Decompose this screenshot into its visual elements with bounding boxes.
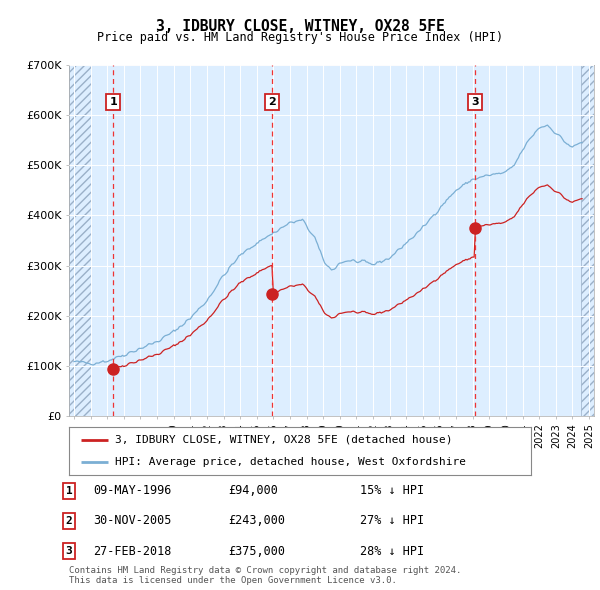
Text: 3, IDBURY CLOSE, WITNEY, OX28 5FE (detached house): 3, IDBURY CLOSE, WITNEY, OX28 5FE (detac… (115, 435, 453, 445)
Text: 30-NOV-2005: 30-NOV-2005 (93, 514, 172, 527)
Text: 1: 1 (109, 97, 117, 107)
Text: Price paid vs. HM Land Registry's House Price Index (HPI): Price paid vs. HM Land Registry's House … (97, 31, 503, 44)
Text: 27% ↓ HPI: 27% ↓ HPI (360, 514, 424, 527)
Text: Contains HM Land Registry data © Crown copyright and database right 2024.
This d: Contains HM Land Registry data © Crown c… (69, 566, 461, 585)
Text: HPI: Average price, detached house, West Oxfordshire: HPI: Average price, detached house, West… (115, 457, 466, 467)
Text: £243,000: £243,000 (228, 514, 285, 527)
Text: 3: 3 (65, 546, 73, 556)
Text: 1: 1 (65, 486, 73, 496)
Text: £375,000: £375,000 (228, 545, 285, 558)
Text: 09-MAY-1996: 09-MAY-1996 (93, 484, 172, 497)
Text: 2: 2 (268, 97, 276, 107)
Text: 15% ↓ HPI: 15% ↓ HPI (360, 484, 424, 497)
Text: £94,000: £94,000 (228, 484, 278, 497)
Text: 28% ↓ HPI: 28% ↓ HPI (360, 545, 424, 558)
Text: 27-FEB-2018: 27-FEB-2018 (93, 545, 172, 558)
Text: 3, IDBURY CLOSE, WITNEY, OX28 5FE: 3, IDBURY CLOSE, WITNEY, OX28 5FE (155, 19, 445, 34)
Text: 2: 2 (65, 516, 73, 526)
Text: 3: 3 (472, 97, 479, 107)
